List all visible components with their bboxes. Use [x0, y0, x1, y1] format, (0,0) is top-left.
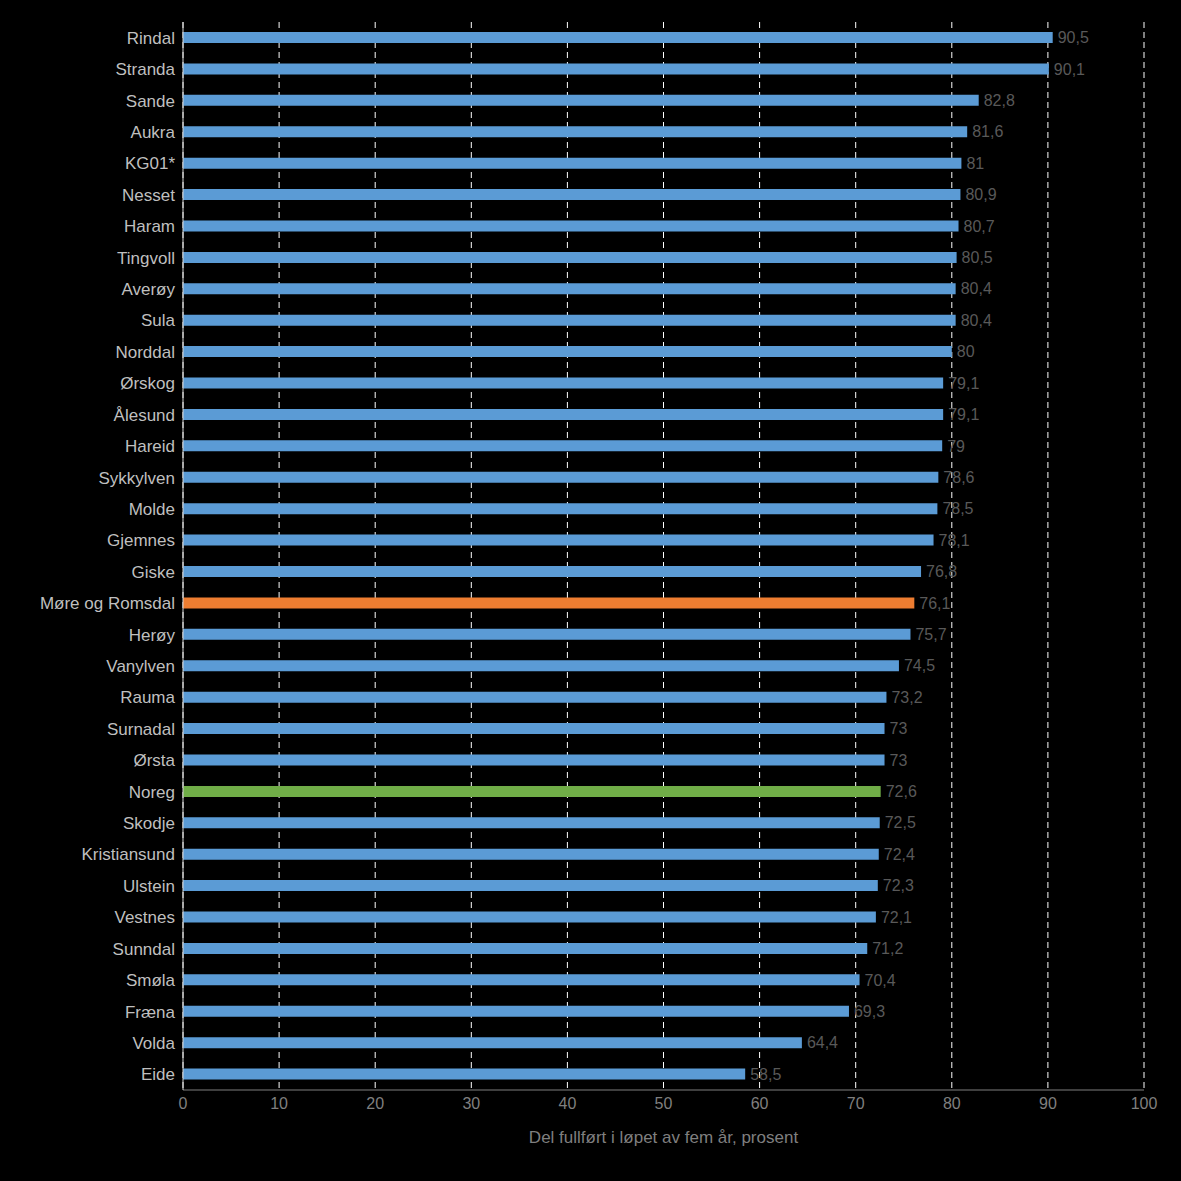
- svg-text:Haram: Haram: [124, 217, 175, 236]
- svg-text:Gjemnes: Gjemnes: [107, 531, 175, 550]
- svg-text:Volda: Volda: [132, 1034, 175, 1053]
- svg-text:80,4: 80,4: [961, 312, 992, 329]
- svg-text:Fræna: Fræna: [125, 1003, 176, 1022]
- svg-text:80: 80: [943, 1095, 961, 1112]
- svg-text:Tingvoll: Tingvoll: [117, 249, 175, 268]
- svg-text:81,6: 81,6: [972, 123, 1003, 140]
- svg-text:Eide: Eide: [141, 1065, 175, 1084]
- svg-text:Noreg: Noreg: [129, 783, 175, 802]
- svg-text:Herøy: Herøy: [129, 626, 176, 645]
- svg-text:20: 20: [366, 1095, 384, 1112]
- svg-text:76,8: 76,8: [926, 563, 957, 580]
- svg-text:Skodje: Skodje: [123, 814, 175, 833]
- svg-text:Sande: Sande: [126, 92, 175, 111]
- svg-text:Sula: Sula: [141, 311, 176, 330]
- svg-text:Ulstein: Ulstein: [123, 877, 175, 896]
- svg-text:Hareid: Hareid: [125, 437, 175, 456]
- svg-text:Vanylven: Vanylven: [106, 657, 175, 676]
- svg-text:Stranda: Stranda: [115, 60, 175, 79]
- svg-text:90,1: 90,1: [1054, 61, 1085, 78]
- svg-text:Rindal: Rindal: [127, 29, 175, 48]
- svg-text:60: 60: [751, 1095, 769, 1112]
- svg-text:Averøy: Averøy: [121, 280, 175, 299]
- svg-text:70,4: 70,4: [865, 972, 896, 989]
- svg-text:78,1: 78,1: [939, 532, 970, 549]
- svg-text:75,7: 75,7: [915, 626, 946, 643]
- svg-text:79: 79: [947, 438, 965, 455]
- svg-text:80,7: 80,7: [964, 218, 995, 235]
- svg-text:73: 73: [890, 752, 908, 769]
- svg-text:79,1: 79,1: [948, 375, 979, 392]
- svg-text:Nesset: Nesset: [122, 186, 175, 205]
- svg-text:80,4: 80,4: [961, 280, 992, 297]
- svg-text:50: 50: [655, 1095, 673, 1112]
- svg-text:64,4: 64,4: [807, 1034, 838, 1051]
- svg-text:Møre og Romsdal: Møre og Romsdal: [40, 594, 175, 613]
- svg-text:KG01*: KG01*: [125, 154, 175, 173]
- svg-text:100: 100: [1131, 1095, 1158, 1112]
- svg-text:Rauma: Rauma: [120, 688, 175, 707]
- svg-text:Giske: Giske: [132, 563, 175, 582]
- svg-text:Surnadal: Surnadal: [107, 720, 175, 739]
- svg-text:72,1: 72,1: [881, 909, 912, 926]
- svg-text:70: 70: [847, 1095, 865, 1112]
- svg-text:78,5: 78,5: [942, 500, 973, 517]
- svg-text:73: 73: [890, 720, 908, 737]
- svg-text:81: 81: [966, 155, 984, 172]
- svg-text:Ørsta: Ørsta: [133, 751, 175, 770]
- svg-text:69,3: 69,3: [854, 1003, 885, 1020]
- svg-text:Molde: Molde: [129, 500, 175, 519]
- svg-text:72,5: 72,5: [885, 814, 916, 831]
- svg-text:Smøla: Smøla: [126, 971, 176, 990]
- svg-text:40: 40: [559, 1095, 577, 1112]
- svg-text:90: 90: [1039, 1095, 1057, 1112]
- svg-text:72,3: 72,3: [883, 877, 914, 894]
- svg-text:74,5: 74,5: [904, 657, 935, 674]
- svg-text:Ålesund: Ålesund: [114, 406, 175, 425]
- svg-text:Sunndal: Sunndal: [113, 940, 175, 959]
- svg-text:Norddal: Norddal: [115, 343, 175, 362]
- svg-text:Aukra: Aukra: [131, 123, 176, 142]
- svg-text:73,2: 73,2: [891, 689, 922, 706]
- svg-text:Kristiansund: Kristiansund: [81, 845, 175, 864]
- svg-text:79,1: 79,1: [948, 406, 979, 423]
- svg-text:78,6: 78,6: [943, 469, 974, 486]
- svg-text:80: 80: [957, 343, 975, 360]
- svg-text:Sykkylven: Sykkylven: [98, 469, 175, 488]
- svg-text:72,6: 72,6: [886, 783, 917, 800]
- svg-text:Vestnes: Vestnes: [115, 908, 176, 927]
- svg-text:10: 10: [270, 1095, 288, 1112]
- svg-text:Del fullført i løpet av fem år: Del fullført i løpet av fem år, prosent: [529, 1128, 799, 1147]
- svg-text:Ørskog: Ørskog: [120, 374, 175, 393]
- svg-text:80,9: 80,9: [965, 186, 996, 203]
- svg-text:82,8: 82,8: [984, 92, 1015, 109]
- svg-text:71,2: 71,2: [872, 940, 903, 957]
- svg-text:30: 30: [462, 1095, 480, 1112]
- svg-text:90,5: 90,5: [1058, 29, 1089, 46]
- svg-text:0: 0: [179, 1095, 188, 1112]
- svg-text:76,1: 76,1: [919, 595, 950, 612]
- svg-text:58,5: 58,5: [750, 1066, 781, 1083]
- svg-text:80,5: 80,5: [962, 249, 993, 266]
- svg-text:72,4: 72,4: [884, 846, 915, 863]
